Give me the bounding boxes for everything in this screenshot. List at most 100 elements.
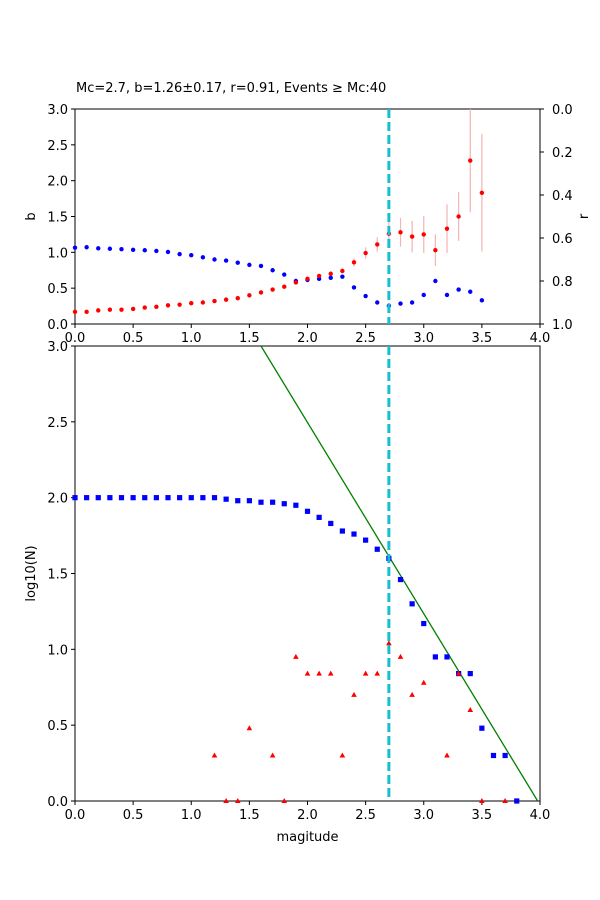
b-value-point	[282, 284, 287, 289]
noncumulative-point	[397, 653, 404, 659]
bottom-ytick-label: 1.0	[47, 643, 68, 658]
cumulative-point	[235, 498, 241, 504]
top-xtick-label: 0.0	[65, 331, 86, 346]
top-panel: 0.0 0.5 1.0 1.5 2.0 2.5 3.0 3.5 4.0 0.0 0.5 1.0 1.5 2…	[24, 103, 592, 346]
noncumulative-point	[304, 670, 311, 676]
r-value-point	[328, 275, 333, 280]
bottom-xtick-label: 3.0	[413, 808, 434, 823]
noncumulative-point	[211, 752, 218, 758]
b-value-point	[130, 306, 136, 312]
cumulative-point	[153, 495, 159, 501]
r-value-point	[398, 301, 403, 306]
bottom-ytick-label: 0.0	[47, 795, 68, 810]
cumulative-point	[502, 752, 508, 759]
r-value-point	[258, 263, 264, 269]
cumulative-point	[165, 495, 171, 501]
cumulative-point	[177, 495, 183, 501]
cumulative-point	[142, 495, 148, 501]
b-value-point	[375, 242, 380, 247]
noncumulative-point	[339, 752, 346, 758]
r-value-point	[479, 298, 485, 303]
b-value-point	[72, 309, 78, 315]
r-value-point	[351, 285, 357, 290]
cumulative-point	[211, 495, 218, 501]
r-value-point	[212, 257, 217, 262]
b-value-point	[189, 301, 194, 306]
b-value-point	[305, 276, 310, 282]
noncumulative-point	[409, 691, 415, 697]
b-value-point	[421, 232, 426, 237]
r-value-point	[142, 248, 147, 253]
bottom-xtick-label: 1.0	[181, 808, 202, 823]
noncumulative-point	[327, 670, 334, 676]
noncumulative-point	[386, 640, 392, 646]
noncumulative-point	[467, 707, 474, 712]
top-xtick-label: 1.0	[181, 331, 202, 346]
b-value-point	[409, 234, 415, 239]
top-ytick-label: 1.0	[47, 246, 68, 261]
cumulative-point	[130, 495, 136, 501]
top-xtick-label: 3.0	[413, 331, 434, 346]
noncumulative-point	[269, 752, 276, 758]
cumulative-point	[479, 725, 485, 731]
cumulative-point	[339, 528, 345, 534]
bottom-xtick-label: 0.5	[123, 808, 144, 823]
b-value-point	[363, 250, 368, 256]
r-value-point	[96, 246, 101, 251]
noncumulative-point	[281, 798, 288, 803]
b-value-point	[293, 280, 299, 285]
noncumulative-point	[234, 798, 241, 803]
r-value-point	[200, 255, 206, 260]
r-value-point	[363, 293, 368, 299]
bottom-ytick-label: 0.5	[47, 719, 68, 734]
top-y2tick-label: 0.0	[552, 103, 573, 118]
top-y2tick-label: 0.4	[552, 189, 573, 204]
r-value-point	[189, 253, 194, 258]
bottom-xlabel: magitude	[276, 830, 338, 845]
cumulative-point	[258, 499, 264, 505]
b-value-point	[247, 293, 252, 298]
bottom-ytick-label: 3.0	[47, 340, 68, 355]
b-value-point	[351, 260, 357, 265]
top-ylabel: b	[24, 212, 39, 220]
bottom-panel: 0.0 0.5 1.0 1.5 2.0 2.5 3.0 3.5 4.0 0.0 0.5 1.0 1.5 2…	[24, 340, 550, 845]
cumulative-point	[467, 671, 473, 677]
top-ytick-label: 2.5	[47, 139, 68, 154]
bottom-xtick-label: 1.5	[239, 808, 260, 823]
r-value-point	[444, 292, 450, 298]
top-xtick-label: 1.5	[239, 331, 260, 346]
cumulative-point	[84, 495, 90, 501]
noncumulative-point	[374, 670, 381, 676]
b-value-point	[212, 298, 217, 304]
bottom-xtick-label: 2.0	[297, 808, 318, 823]
r-value-point	[72, 245, 78, 250]
r-value-point	[282, 272, 287, 277]
b-value-point	[258, 290, 264, 295]
b-value-point	[479, 190, 485, 196]
cumulative-point	[316, 514, 322, 520]
top-y2tick-label: 0.2	[552, 146, 573, 161]
cumulative-point	[397, 576, 404, 583]
top-ytick-label: 0.0	[47, 318, 68, 333]
b-value-point	[444, 226, 450, 231]
cumulative-point	[490, 752, 497, 759]
r-value-point	[421, 292, 426, 298]
bottom-ytick-label: 2.0	[47, 492, 68, 507]
b-value-point	[340, 268, 345, 274]
top-xtick-label: 3.5	[472, 331, 493, 346]
noncumulative-point	[223, 798, 229, 803]
cumulative-point	[363, 537, 369, 543]
cumulative-point	[72, 495, 78, 501]
top-xtick-label: 4.0	[530, 331, 551, 346]
bottom-xtick-label: 3.5	[472, 808, 493, 823]
r-value-point	[247, 262, 252, 268]
b-value-point	[165, 303, 171, 308]
b-value-point	[200, 300, 206, 305]
cumulative-point	[246, 498, 252, 504]
noncumulative-point	[420, 679, 427, 685]
bottom-frame	[74, 345, 541, 802]
top-ytick-label: 1.5	[47, 211, 68, 226]
r-value-point	[107, 246, 113, 251]
cumulative-point	[432, 654, 438, 660]
